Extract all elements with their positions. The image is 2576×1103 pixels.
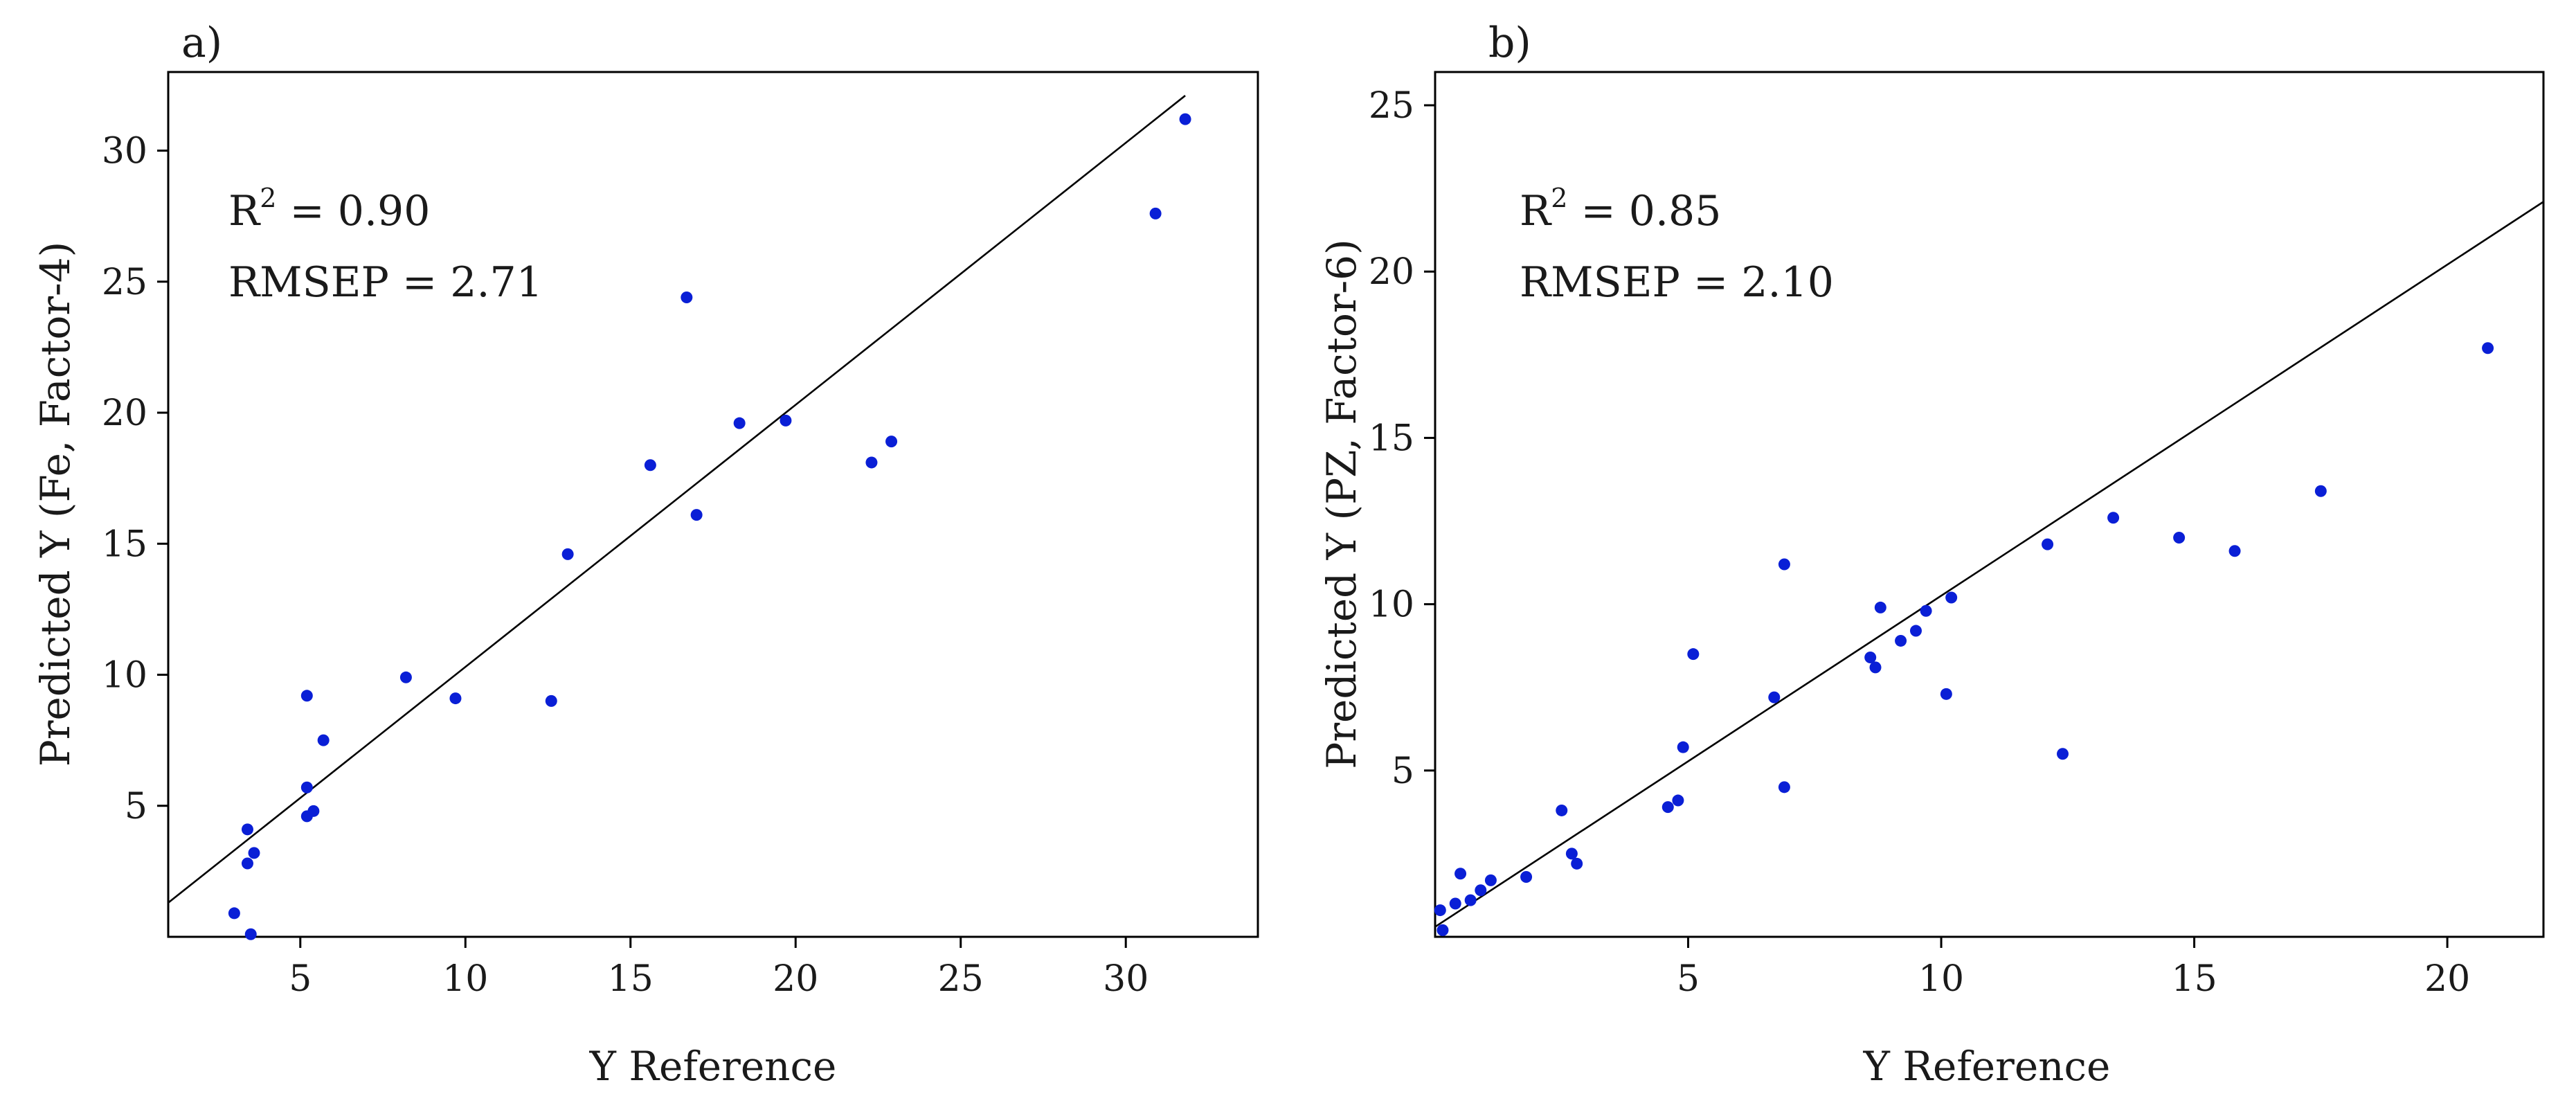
panel-a-x-tick-label-2: 15: [608, 958, 654, 1000]
panel-a-point-13: [561, 548, 574, 560]
panel-a-point-9: [300, 690, 313, 702]
panel-b-y-axis-title: Predicted Y (PZ, Factor-6): [1318, 239, 1365, 769]
panel-a-fit-line-group: [168, 95, 1186, 904]
panel-a-point-17: [733, 417, 746, 429]
panel-a-y-tick-label-2: 15: [102, 523, 147, 565]
panel-a-x-tick-label-5: 30: [1103, 958, 1149, 1000]
panel-b-fit-line: [1434, 201, 2544, 928]
panel-a-plot-frame: [167, 71, 1259, 938]
panel-b-point-10: [1571, 857, 1583, 870]
panel-a-point-10: [399, 671, 412, 683]
panel-a-x-tick-label-3: 20: [773, 958, 818, 1000]
panel-a-y-tick-label-0: 5: [125, 786, 147, 827]
panel-a-point-6: [307, 805, 320, 817]
panel-a: a) 5 10 15 20 25 30 5 10 15 20 25 30 R2 = 0.90 RMSE…: [32, 19, 1259, 1090]
panel-b-point-30: [2228, 545, 2241, 557]
panel-a-point-22: [1179, 113, 1191, 125]
panel-b-points: [1434, 342, 2494, 936]
panel-b-point-12: [1672, 794, 1684, 807]
panel-a-point-21: [1149, 207, 1162, 219]
panel-b-point-14: [1687, 648, 1700, 661]
panel-b-point-11: [1661, 801, 1674, 814]
panel-b-point-31: [2314, 485, 2327, 497]
panel-a-point-0: [228, 907, 240, 920]
panel-b-label: b): [1488, 19, 1531, 67]
panel-b-point-25: [1945, 591, 1958, 604]
panel-b-point-5: [1475, 884, 1487, 897]
panel-a-y-axis-title: Predicted Y (Fe, Factor-4): [32, 242, 79, 767]
panel-b-plot-frame: [1434, 71, 2545, 938]
panel-b-x-tick-label-3: 20: [2424, 958, 2470, 1000]
panel-b-point-1: [1434, 904, 1446, 917]
panel-a-point-20: [885, 436, 898, 448]
panel-a-fit-line: [168, 95, 1186, 904]
panel-b-y-tick-label-4: 25: [1369, 85, 1414, 127]
panel-b-point-17: [1778, 558, 1790, 571]
panel-b-point-32: [2482, 342, 2494, 355]
panel-a-x-axis-title: Y Reference: [589, 1043, 837, 1090]
panel-b-point-6: [1484, 874, 1497, 886]
panel-b-point-7: [1520, 871, 1533, 884]
panel-b-point-15: [1768, 691, 1781, 703]
panel-a-point-2: [241, 857, 253, 870]
panel-a-point-8: [317, 734, 330, 746]
panel-a-y-tick-label-3: 20: [102, 393, 147, 434]
panel-b: b) 5 10 15 20 5 10 15 20 25 R2 = 0.85 RMSEP = 2.…: [1318, 19, 2545, 1090]
panel-a-point-16: [681, 291, 693, 303]
panel-a-point-12: [545, 694, 557, 707]
panel-b-point-22: [1909, 625, 1922, 637]
panel-a-point-4: [241, 823, 253, 836]
panel-b-point-24: [1940, 688, 1952, 700]
panel-b-y-tick-label-1: 10: [1369, 584, 1414, 626]
panel-b-point-18: [1864, 651, 1877, 663]
panel-a-y-tick-label-1: 10: [102, 655, 147, 697]
panel-b-point-21: [1895, 634, 1907, 647]
panel-a-points: [228, 113, 1191, 940]
panel-b-x-tick-label-2: 15: [2171, 958, 2217, 1000]
panel-b-y-tick-label-0: 5: [1391, 751, 1414, 792]
panel-b-rmsep-annotation: RMSEP = 2.10: [1520, 258, 1834, 307]
panel-a-rmsep-annotation: RMSEP = 2.71: [228, 258, 543, 307]
panel-b-point-0: [1436, 924, 1449, 936]
panel-b-point-3: [1454, 868, 1467, 880]
panel-b-x-axis-title: Y Reference: [1863, 1043, 2111, 1090]
panel-a-point-19: [865, 456, 878, 469]
panel-a-x-tick-label-1: 10: [442, 958, 488, 1000]
panel-a-label: a): [181, 19, 222, 67]
panel-b-x-tick-label-0: 5: [1677, 958, 1700, 1000]
panel-a-point-1: [244, 928, 257, 940]
panel-a-point-15: [690, 509, 703, 521]
panel-a-point-3: [248, 847, 260, 859]
panel-a-r2-annotation: R2 = 0.90: [228, 183, 430, 235]
panel-b-point-8: [1556, 804, 1568, 816]
panel-a-x-tick-label-4: 25: [938, 958, 984, 1000]
panel-a-point-18: [780, 414, 792, 427]
panel-b-r2-annotation: R2 = 0.85: [1520, 183, 1721, 235]
panel-a-y-tick-label-4: 25: [102, 262, 147, 303]
panel-b-fit-line-group: [1434, 201, 2544, 928]
panel-a-point-14: [644, 459, 656, 472]
panel-b-point-13: [1677, 741, 1689, 753]
panel-b-point-4: [1464, 894, 1477, 906]
panel-b-point-23: [1920, 604, 1932, 617]
panel-a-point-7: [300, 781, 313, 793]
panel-a-point-11: [449, 692, 462, 705]
panel-b-x-tick-label-1: 10: [1918, 958, 1964, 1000]
panel-b-y-tick-label-3: 20: [1369, 251, 1414, 293]
panel-a-axis-ticks: 5 10 15 20 25 30 5 10 15 20 25 30: [102, 131, 1149, 1000]
panel-b-point-27: [2057, 748, 2069, 760]
panel-b-y-tick-label-2: 15: [1369, 418, 1414, 459]
panel-b-point-19: [1869, 661, 1882, 674]
panel-b-point-16: [1778, 781, 1790, 793]
panel-a-y-tick-label-5: 30: [102, 131, 147, 172]
panel-b-point-20: [1874, 601, 1886, 613]
panel-b-point-9: [1565, 848, 1578, 860]
panel-b-point-26: [2042, 538, 2054, 550]
panel-a-x-tick-label-0: 5: [289, 958, 312, 1000]
panel-b-point-2: [1449, 897, 1461, 910]
panel-b-point-28: [2107, 512, 2120, 524]
panel-b-axis-ticks: 5 10 15 20 5 10 15 20 25: [1369, 85, 2470, 1000]
panel-b-point-29: [2173, 532, 2186, 544]
